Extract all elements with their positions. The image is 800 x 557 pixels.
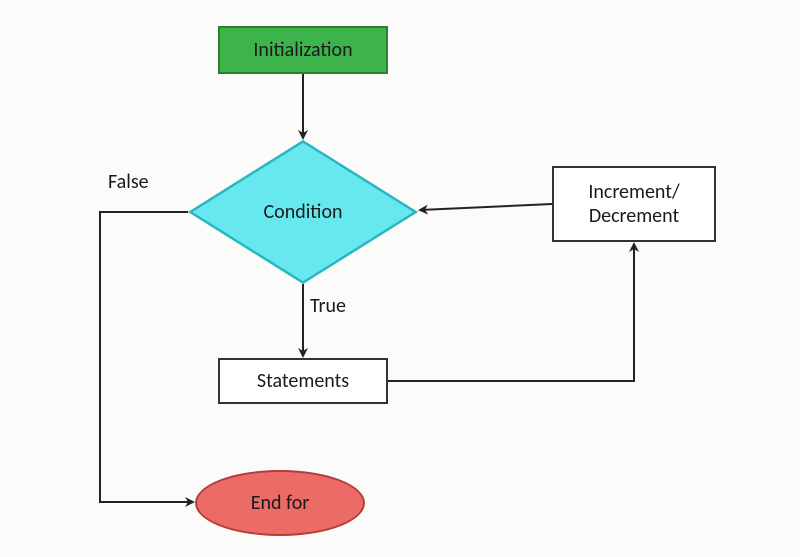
end-label: End for — [251, 491, 310, 515]
increment-decrement-label: Increment/ Decrement — [588, 180, 679, 228]
end-node: End for — [195, 470, 365, 536]
statements-label: Statements — [257, 369, 349, 393]
increment-decrement-node: Increment/ Decrement — [552, 166, 716, 242]
condition-node: Condition — [188, 140, 418, 284]
edge-cond_to_end_false — [100, 212, 193, 502]
true-edge-label: True — [310, 294, 346, 318]
init-node: Initialization — [218, 26, 388, 74]
condition-label: Condition — [263, 200, 342, 224]
edge-incdec_to_cond — [420, 204, 552, 210]
statements-node: Statements — [218, 358, 388, 404]
false-edge-label: False — [108, 170, 149, 194]
edge-stmts_to_incdec — [388, 244, 634, 381]
condition-label-wrap: Condition — [188, 140, 418, 284]
init-label: Initialization — [253, 38, 352, 62]
